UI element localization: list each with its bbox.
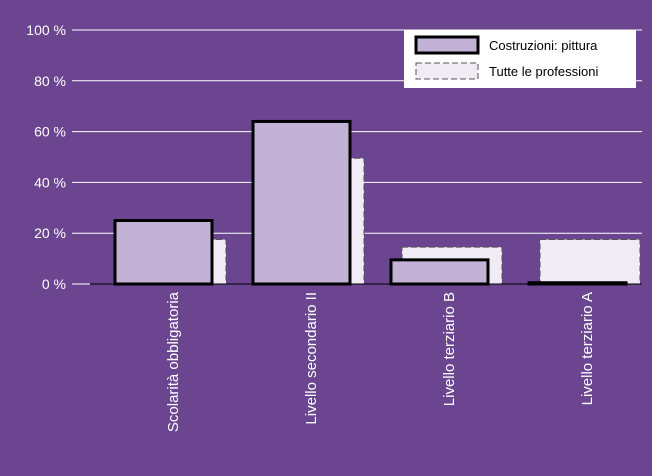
y-tick-label: 100 % <box>26 22 66 38</box>
y-tick-label: 80 % <box>34 73 66 89</box>
x-tick-label: Livello terziario A <box>579 292 596 405</box>
y-tick-label: 40 % <box>34 174 66 190</box>
y-tick-label: 20 % <box>34 225 66 241</box>
x-tick-label: Scolarità obbligatoria <box>165 291 182 432</box>
y-tick-label: 0 % <box>42 276 66 292</box>
bars <box>90 119 642 286</box>
legend-label-series-1: Costruzioni: pittura <box>489 38 598 53</box>
y-axis-ticks: 0 % 20 % 40 % 60 % 80 % 100 % <box>26 22 90 292</box>
x-axis-ticks: Scolarità obbligatoria Livello secondario… <box>165 291 596 432</box>
x-tick-label: Livello terziario B <box>441 292 458 406</box>
legend-swatch-series-2 <box>415 62 479 80</box>
bar-series-1 <box>251 119 352 286</box>
legend: Costruzioni: pittura Tutte le profession… <box>404 30 636 88</box>
x-tick-label: Livello secondario II <box>303 292 320 425</box>
legend-swatch-series-1 <box>414 35 480 55</box>
bar-series-1 <box>113 219 214 286</box>
bar-series-2 <box>539 239 641 285</box>
legend-label-series-2: Tutte le professioni <box>489 64 598 79</box>
bar-series-1 <box>389 258 490 286</box>
y-tick-label: 60 % <box>34 124 66 140</box>
